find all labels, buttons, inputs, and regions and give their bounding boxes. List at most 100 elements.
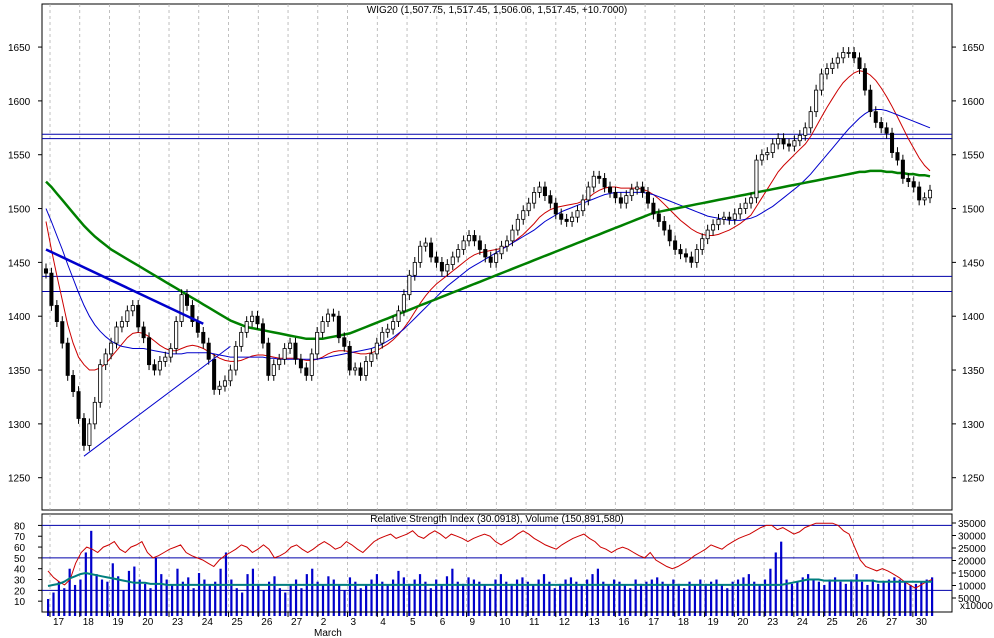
- indicator-title: Relative Strength Index (30.0918), Volum…: [370, 514, 624, 525]
- volume-bar: [300, 588, 303, 616]
- candle-body: [770, 143, 775, 153]
- volume-bar: [375, 574, 379, 616]
- volume-bar: [807, 574, 810, 616]
- volume-bar: [677, 583, 680, 616]
- x-tick-label: 27: [291, 617, 303, 628]
- volume-bar: [526, 581, 529, 616]
- volume-bar: [133, 566, 136, 616]
- candle-body: [222, 380, 227, 387]
- candle-body: [537, 186, 542, 193]
- candle-body: [884, 127, 889, 134]
- x-tick-label: 4: [380, 617, 386, 628]
- candle-body: [515, 218, 520, 231]
- candle-body: [792, 140, 797, 147]
- price-grid: [49, 4, 914, 510]
- volume-bar: [386, 584, 389, 616]
- volume-bar: [278, 588, 281, 616]
- y-tick-label: 1300: [8, 420, 31, 431]
- volume-bar: [780, 541, 783, 616]
- candle-body: [667, 229, 672, 242]
- candle-body: [656, 213, 661, 222]
- volume-bar: [472, 579, 476, 616]
- volume-bar: [311, 568, 314, 616]
- candle-body: [195, 321, 200, 333]
- candle-body: [385, 328, 390, 333]
- volume-bar: [413, 579, 416, 616]
- volume-bar: [731, 581, 734, 616]
- rsi-signal-line: [47, 571, 932, 587]
- volume-bar: [440, 584, 443, 616]
- indicator-grid: [49, 514, 914, 612]
- volume-bar: [489, 588, 492, 616]
- volume-bar: [656, 577, 659, 616]
- y-tick-label: 1250: [8, 474, 31, 485]
- support-lines: [42, 133, 952, 292]
- candle-body: [532, 192, 537, 204]
- volume-bar: [203, 579, 206, 616]
- volume-bar: [510, 583, 513, 616]
- candle-body: [461, 240, 466, 250]
- candle-body: [363, 361, 368, 376]
- candle-body: [689, 256, 694, 263]
- x-tick-label: 10: [499, 617, 511, 628]
- x-tick-label: 17: [648, 617, 660, 628]
- x-tick-labels: 17 18 19 20 23 24 25 26 27 2 3 4 5 6 9 10 11 12 13 16 17 18 19…: [49, 612, 927, 628]
- candle-body: [895, 152, 900, 161]
- x-tick-label: 6: [440, 617, 446, 628]
- candle-body: [87, 423, 92, 446]
- x-tick-label: 17: [53, 617, 65, 628]
- volume-bar: [823, 584, 826, 616]
- volume-bar: [348, 577, 352, 616]
- volume-bar: [138, 579, 141, 616]
- candle-body: [786, 143, 792, 147]
- candle-body: [157, 361, 162, 371]
- volume-bar: [402, 577, 405, 616]
- candle-body: [401, 294, 406, 312]
- candle-body: [879, 122, 884, 129]
- volume-bar: [629, 588, 632, 616]
- volume-bar: [801, 577, 804, 616]
- trend-lines: [45, 248, 231, 457]
- candle-body: [65, 342, 70, 376]
- y-tick-label: 35000: [958, 519, 986, 530]
- candle-body: [808, 111, 813, 129]
- candle-body: [776, 138, 781, 145]
- volume-bar: [251, 568, 255, 616]
- y-tick-label: 5000: [958, 594, 981, 605]
- y-tick-label: 60: [14, 543, 26, 554]
- candle-body: [504, 240, 509, 247]
- candle-body: [228, 369, 233, 382]
- month-label: March: [314, 628, 342, 638]
- volume-bar: [63, 588, 66, 616]
- candle-body: [624, 195, 629, 204]
- candle-body: [60, 321, 65, 344]
- volume-bar: [769, 568, 772, 616]
- candle-body: [835, 57, 840, 64]
- volume-bar: [494, 579, 497, 616]
- volume-bar: [456, 581, 459, 616]
- volume-bar: [176, 568, 179, 616]
- candle-body: [450, 256, 455, 265]
- x-tick-label: 18: [678, 617, 690, 628]
- y-tick-label: 1300: [962, 420, 985, 431]
- volume-bar: [316, 581, 319, 616]
- y-tick-label: 1500: [8, 205, 31, 216]
- candle-body: [564, 218, 569, 222]
- volume-bar: [84, 552, 87, 616]
- y-tick-label: 10: [14, 597, 26, 608]
- candle-body: [678, 249, 683, 255]
- candle-body: [212, 358, 217, 390]
- x-tick-label: 20: [142, 617, 154, 628]
- candle-body: [559, 213, 564, 220]
- volume-bar: [68, 568, 71, 616]
- candle-body: [906, 178, 911, 183]
- candle-body: [526, 202, 531, 212]
- volume-bar: [73, 584, 77, 616]
- candle-body: [179, 294, 184, 322]
- x-tick-label: 18: [83, 617, 95, 628]
- volume-bar: [235, 588, 238, 616]
- candle-body: [109, 342, 114, 355]
- candle-body: [917, 186, 922, 201]
